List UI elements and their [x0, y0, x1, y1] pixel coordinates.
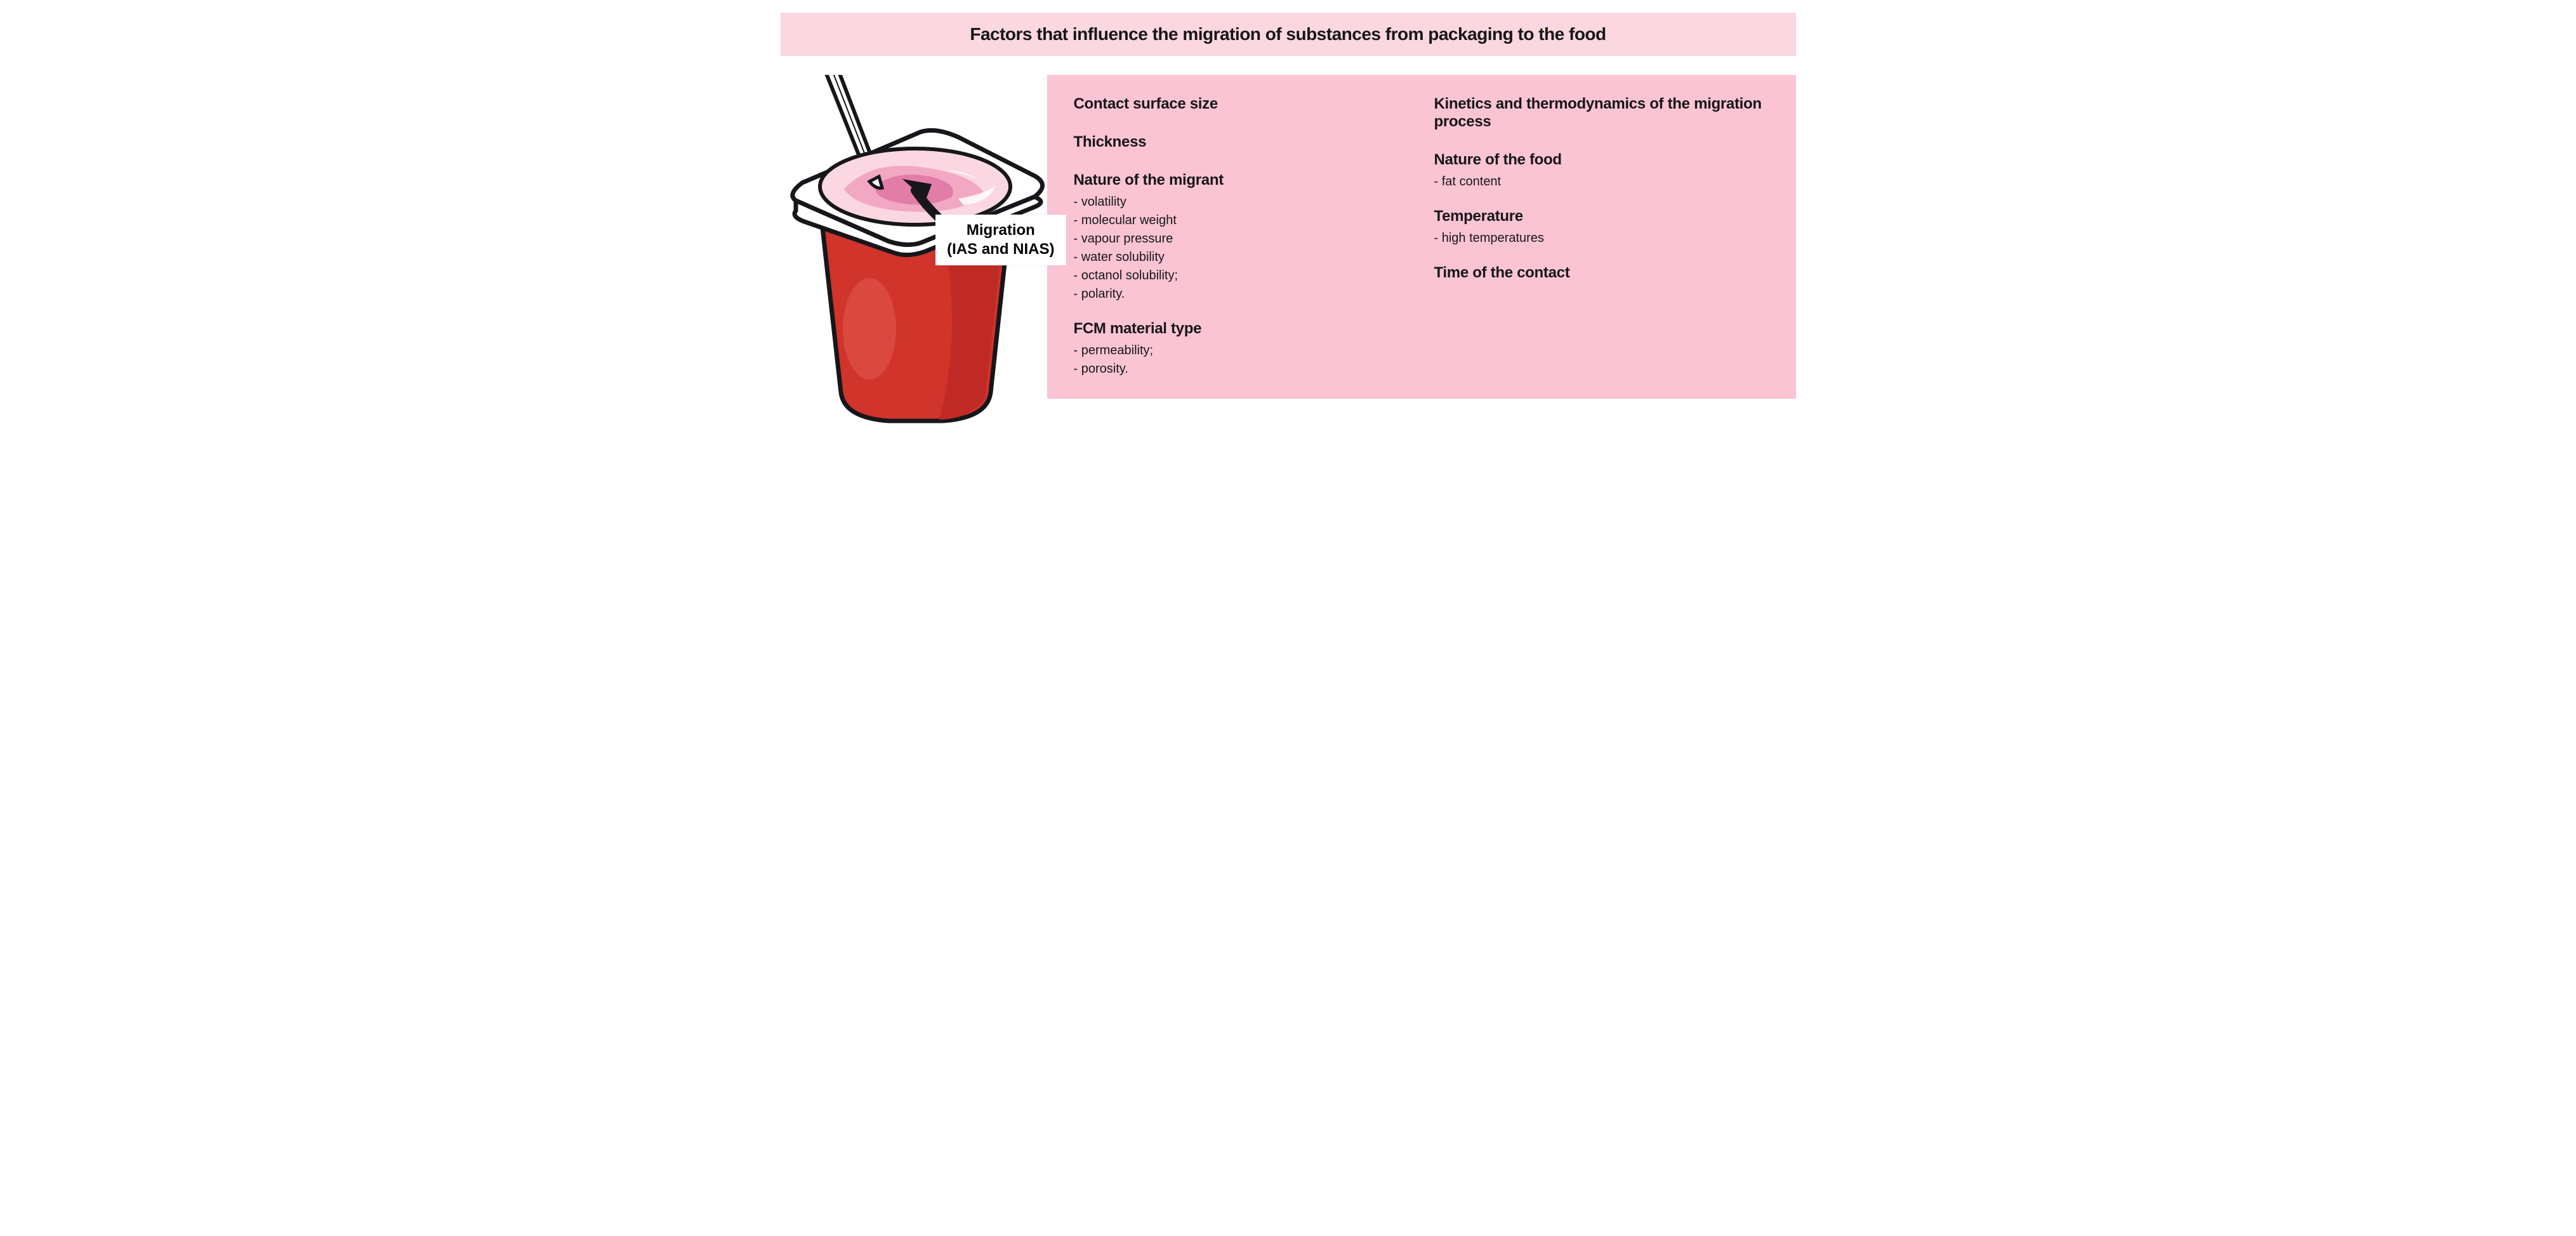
migration-label: Migration (IAS and NIAS): [935, 215, 1066, 265]
factor-title: Kinetics and thermodynamics of the migra…: [1434, 95, 1769, 131]
factor-item: - high temperatures: [1434, 229, 1769, 248]
factor-title: Thickness: [1074, 133, 1409, 151]
factor-block: Nature of the migrant - volatility- molec…: [1074, 171, 1409, 303]
migration-label-line2: (IAS and NIAS): [947, 240, 1054, 259]
factor-title: Temperature: [1434, 208, 1769, 225]
title-bar: Factors that influence the migration of …: [781, 13, 1796, 56]
factor-item: - molecular weight: [1074, 211, 1409, 230]
factors-panel: Contact surface size Thickness Nature of t…: [1047, 75, 1796, 399]
factor-item: - water solubility: [1074, 248, 1409, 267]
factor-title: Nature of the food: [1434, 151, 1769, 169]
factor-block: Time of the contact: [1434, 264, 1769, 286]
factor-block: Kinetics and thermodynamics of the migra…: [1434, 95, 1769, 135]
content-row: Migration (IAS and NIAS) Contact surface…: [781, 75, 1796, 430]
factor-block: Thickness: [1074, 133, 1409, 155]
factor-item: - vapour pressure: [1074, 230, 1409, 248]
factor-item: - porosity.: [1074, 360, 1409, 378]
factor-title: Time of the contact: [1434, 264, 1769, 282]
factor-title: Nature of the migrant: [1074, 171, 1409, 189]
yogurt-cup-illustration: Migration (IAS and NIAS): [781, 75, 1047, 430]
factor-title: FCM material type: [1074, 320, 1409, 338]
factor-block: Temperature - high temperatures: [1434, 208, 1769, 248]
factor-item: - fat content: [1434, 173, 1769, 191]
migration-label-line1: Migration: [947, 221, 1054, 240]
factor-item: - octanol solubility;: [1074, 267, 1409, 285]
factor-block: Contact surface size: [1074, 95, 1409, 117]
factor-title: Contact surface size: [1074, 95, 1409, 113]
factor-item: - volatility: [1074, 193, 1409, 211]
factor-item: - permeability;: [1074, 342, 1409, 360]
infographic-container: Factors that influence the migration of …: [781, 13, 1796, 430]
factor-block: FCM material type - permeability;- porosi…: [1074, 320, 1409, 378]
factor-item: - polarity.: [1074, 285, 1409, 303]
page-title: Factors that influence the migration of …: [800, 24, 1777, 44]
factor-block: Nature of the food - fat content: [1434, 151, 1769, 191]
factors-left-column: Contact surface size Thickness Nature of t…: [1074, 95, 1409, 378]
factors-right-column: Kinetics and thermodynamics of the migra…: [1434, 95, 1769, 378]
